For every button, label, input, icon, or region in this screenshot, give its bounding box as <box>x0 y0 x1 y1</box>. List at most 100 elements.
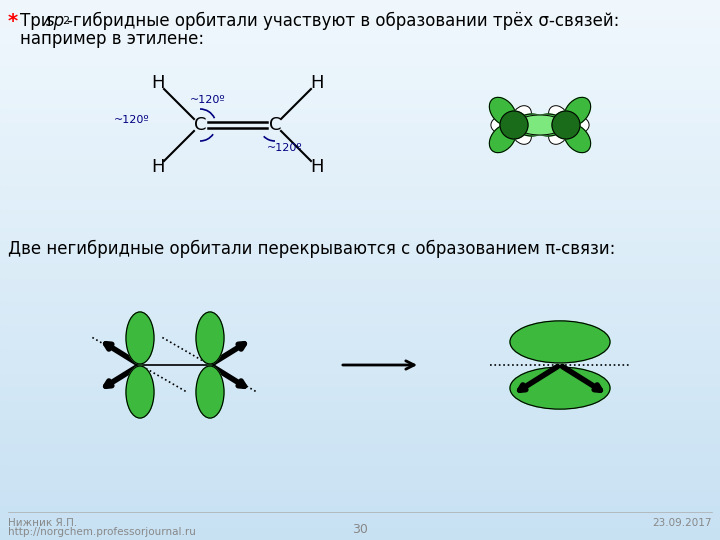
Bar <box>0 275 720 278</box>
Bar <box>0 159 720 162</box>
Bar <box>0 221 720 224</box>
Bar <box>0 162 720 165</box>
Bar <box>0 108 720 111</box>
Bar <box>0 516 720 518</box>
Bar <box>0 105 720 108</box>
Bar <box>0 130 720 132</box>
Bar <box>0 308 720 310</box>
Bar <box>0 456 720 459</box>
Bar <box>0 529 720 532</box>
Ellipse shape <box>532 114 564 136</box>
Bar <box>0 113 720 116</box>
Text: http://norgchem.professorjournal.ru: http://norgchem.professorjournal.ru <box>8 527 196 537</box>
Bar <box>0 184 720 186</box>
Bar <box>0 359 720 362</box>
Bar <box>0 475 720 478</box>
Bar <box>0 132 720 135</box>
Bar <box>0 65 720 68</box>
Bar <box>0 518 720 521</box>
Bar <box>0 259 720 262</box>
Bar <box>0 246 720 248</box>
Ellipse shape <box>490 124 516 153</box>
Bar <box>0 467 720 470</box>
Bar <box>0 383 720 386</box>
Text: H: H <box>151 74 165 92</box>
Text: 30: 30 <box>352 523 368 536</box>
Bar <box>0 89 720 92</box>
Bar <box>0 405 720 408</box>
Bar <box>0 424 720 427</box>
Bar <box>0 343 720 346</box>
Bar <box>0 248 720 251</box>
Bar <box>0 302 720 305</box>
Bar <box>0 454 720 456</box>
Bar <box>0 532 720 535</box>
Bar <box>0 251 720 254</box>
Bar <box>0 408 720 410</box>
Bar <box>0 178 720 181</box>
Bar <box>0 386 720 389</box>
Bar <box>0 440 720 443</box>
Text: 23.09.2017: 23.09.2017 <box>652 518 712 528</box>
Circle shape <box>500 111 528 139</box>
Bar <box>0 421 720 424</box>
Ellipse shape <box>490 97 516 126</box>
Ellipse shape <box>512 106 531 126</box>
Bar <box>0 494 720 497</box>
Bar <box>0 138 720 140</box>
Bar <box>0 491 720 494</box>
Bar <box>0 462 720 464</box>
Bar <box>0 367 720 370</box>
Bar <box>0 170 720 173</box>
Bar <box>0 219 720 221</box>
Bar <box>0 278 720 281</box>
Ellipse shape <box>549 124 568 144</box>
Bar <box>0 459 720 462</box>
Bar <box>0 472 720 475</box>
Bar <box>0 327 720 329</box>
Text: ~120º: ~120º <box>114 115 150 125</box>
Bar <box>0 513 720 516</box>
Bar <box>0 486 720 489</box>
Bar <box>0 397 720 400</box>
Bar <box>0 313 720 316</box>
Bar <box>0 410 720 413</box>
Bar <box>0 324 720 327</box>
Bar <box>0 381 720 383</box>
Bar <box>0 483 720 486</box>
Bar <box>0 111 720 113</box>
Bar <box>0 256 720 259</box>
Bar <box>0 181 720 184</box>
Circle shape <box>552 111 580 139</box>
Bar <box>0 502 720 505</box>
Bar <box>0 270 720 273</box>
Bar <box>0 432 720 435</box>
Bar <box>0 78 720 81</box>
Bar <box>0 54 720 57</box>
Bar <box>0 362 720 364</box>
Text: ~120º: ~120º <box>190 95 226 105</box>
Bar <box>0 205 720 208</box>
Text: ~120º: ~120º <box>267 143 303 153</box>
Text: Нижник Я.П.: Нижник Я.П. <box>8 518 77 528</box>
Bar <box>0 38 720 40</box>
Bar <box>0 40 720 43</box>
Bar <box>0 332 720 335</box>
Bar <box>0 3 720 5</box>
Bar <box>0 316 720 319</box>
Bar <box>0 535 720 537</box>
Ellipse shape <box>491 117 513 133</box>
Bar <box>0 335 720 338</box>
Bar <box>0 340 720 343</box>
Text: C: C <box>269 116 282 134</box>
Bar <box>0 294 720 297</box>
Bar <box>0 497 720 500</box>
Bar <box>0 11 720 14</box>
Bar <box>0 186 720 189</box>
Bar <box>0 356 720 359</box>
Bar <box>0 267 720 270</box>
Bar <box>0 265 720 267</box>
Bar <box>0 157 720 159</box>
Bar <box>0 232 720 235</box>
Bar <box>0 437 720 440</box>
